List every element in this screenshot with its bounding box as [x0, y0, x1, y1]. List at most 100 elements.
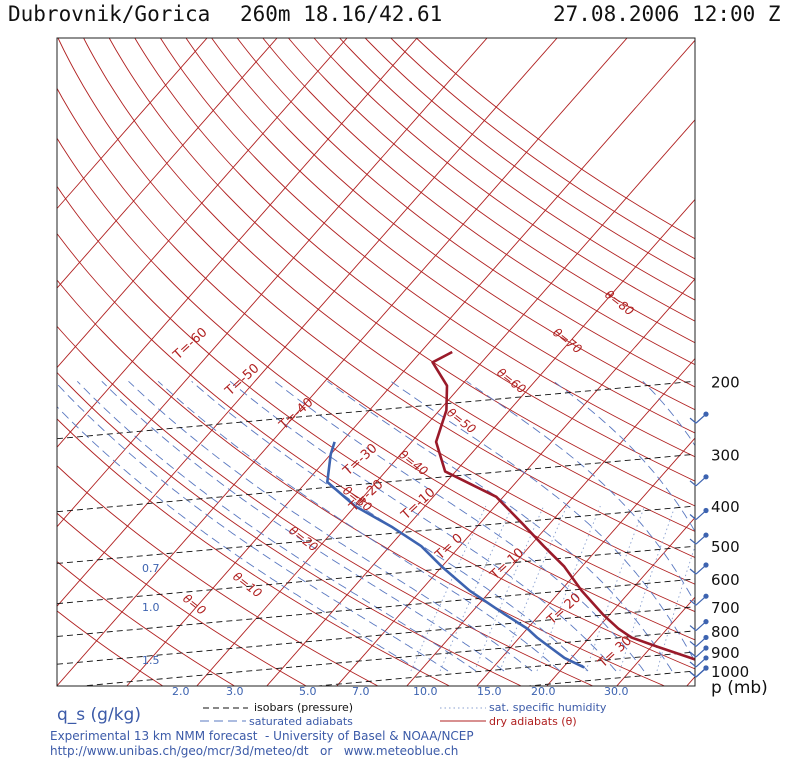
- theta-label: θ=80: [602, 287, 637, 318]
- saturated-adiabat-line: [76, 380, 477, 672]
- humidity-left-label: 1.5: [142, 654, 160, 667]
- dry-adiabat-line: [57, 325, 594, 686]
- wind-barb: [689, 474, 709, 487]
- dry-adiabat-line: [313, 38, 695, 322]
- humidity-line: [474, 505, 545, 672]
- wind-barb: [689, 411, 709, 424]
- humidity-axis-label: q_s (g/kg): [57, 705, 141, 725]
- footer-urls: http://www.unibas.ch/geo/mcr/3d/meteo/dt…: [50, 744, 459, 758]
- humidity-tick-label: 20.0: [531, 685, 556, 698]
- dry-adiabat-line: [57, 137, 695, 613]
- saturated-adiabat-line: [274, 380, 645, 672]
- humidity-tick-label: 15.0: [477, 685, 502, 698]
- dewpoint-profile-line: [325, 441, 585, 669]
- dry-adiabat-line: [339, 38, 695, 301]
- dry-adiabat-line: [57, 512, 307, 686]
- legend-saturated-adiabats: saturated adiabats: [249, 715, 353, 728]
- dry-adiabat-line: [57, 185, 695, 641]
- theta-label: θ=20: [286, 523, 321, 554]
- theta-label: θ=10: [230, 569, 265, 600]
- isobar-line: [77, 630, 695, 686]
- isotherm-label: T=-60: [170, 325, 211, 364]
- isotherm-line: [546, 516, 695, 686]
- saturated-adiabat-line: [157, 380, 561, 672]
- dry-adiabat-line: [57, 560, 235, 686]
- dry-adiabat-line: [262, 38, 695, 366]
- isotherm-label: T= 20: [544, 590, 584, 628]
- station-elevation-coords: 260m 18.16/42.61: [240, 2, 443, 26]
- theta-label: θ=40: [396, 447, 431, 478]
- isobar-line: [57, 505, 695, 564]
- saturated-adiabat-line: [128, 380, 533, 672]
- pressure-tick-label: 200: [711, 373, 740, 391]
- isobar-line: [57, 453, 695, 513]
- humidity-line: [780, 506, 800, 671]
- pressure-tick-label: 700: [711, 599, 740, 617]
- plot-frame: [56, 37, 696, 687]
- temperature-profile-line: [431, 350, 695, 661]
- wind-barb: [689, 619, 709, 632]
- saturated-adiabat-line: [785, 381, 800, 671]
- dry-adiabat-line: [185, 38, 695, 434]
- humidity-tick-label: 7.0: [352, 685, 370, 698]
- humidity-tick-label: 3.0: [226, 685, 244, 698]
- wind-barb: [689, 532, 709, 545]
- wind-barb: [689, 655, 709, 668]
- isotherm-line: [476, 437, 695, 686]
- isotherm-label: T=-40: [276, 395, 317, 434]
- dry-adiabat-line: [57, 38, 695, 558]
- wind-barb: [689, 634, 709, 647]
- station-title: Dubrovnik/Gorica: [8, 2, 211, 26]
- pressure-tick-label: 900: [711, 644, 740, 662]
- humidity-left-label: 1.0: [142, 601, 160, 614]
- wind-barb: [689, 645, 709, 658]
- saturated-adiabat-line: [57, 383, 449, 672]
- isotherm-line: [336, 278, 695, 686]
- dry-adiabat-line: [57, 279, 665, 686]
- isobar-line: [57, 606, 695, 665]
- dry-adiabat-line: [364, 38, 695, 280]
- dry-adiabat-line: [390, 38, 695, 260]
- wind-barb: [689, 593, 709, 606]
- isotherm-line: [57, 38, 488, 528]
- isobar-line: [57, 545, 695, 605]
- isotherm-line: [57, 38, 278, 289]
- humidity-tick-label: 2.0: [172, 685, 190, 698]
- isobar-line: [57, 380, 695, 440]
- humidity-tick-label: 10.0: [413, 685, 438, 698]
- isotherm-line: [739, 18, 800, 706]
- wind-barb: [689, 665, 709, 678]
- legend-dry-adiabats: dry adiabats (θ): [489, 715, 577, 728]
- isotherm-line: [266, 198, 695, 686]
- pressure-tick-label: 300: [711, 446, 740, 464]
- dry-adiabat-line: [416, 38, 695, 240]
- saturated-adiabat-line: [327, 380, 673, 672]
- humidity-tick-label: 30.0: [604, 685, 629, 698]
- pressure-tick-label: 500: [711, 538, 740, 556]
- pressure-tick-label: 600: [711, 571, 740, 589]
- isobar-line: [523, 670, 695, 686]
- humidity-left-label: 0.7: [142, 562, 160, 575]
- pressure-tick-label: 1000: [711, 663, 749, 681]
- isotherm-line: [57, 38, 628, 686]
- dry-adiabat-line: [134, 38, 695, 482]
- legend-isobars: isobars (pressure): [254, 701, 354, 714]
- dry-adiabat-line: [288, 38, 695, 344]
- legend-humidity: sat. specific humidity: [489, 701, 607, 714]
- wind-barb: [689, 562, 709, 575]
- saturated-adiabat-line: [57, 406, 421, 672]
- pressure-tick-label: 800: [711, 623, 740, 641]
- humidity-line: [619, 505, 676, 672]
- theta-label: θ=60: [494, 365, 529, 396]
- humidity-line: [585, 505, 646, 672]
- isotherm-line: [57, 38, 558, 607]
- isobar-line: [57, 578, 695, 637]
- isotherm-line: [616, 596, 695, 686]
- dry-adiabat-line: [57, 418, 450, 686]
- isotherm-label: T=-10: [398, 485, 439, 524]
- dry-adiabat-line: [160, 38, 695, 458]
- isotherm-line: [57, 38, 418, 448]
- dry-adiabat-line: [83, 38, 695, 532]
- saturated-adiabat-line: [101, 380, 505, 672]
